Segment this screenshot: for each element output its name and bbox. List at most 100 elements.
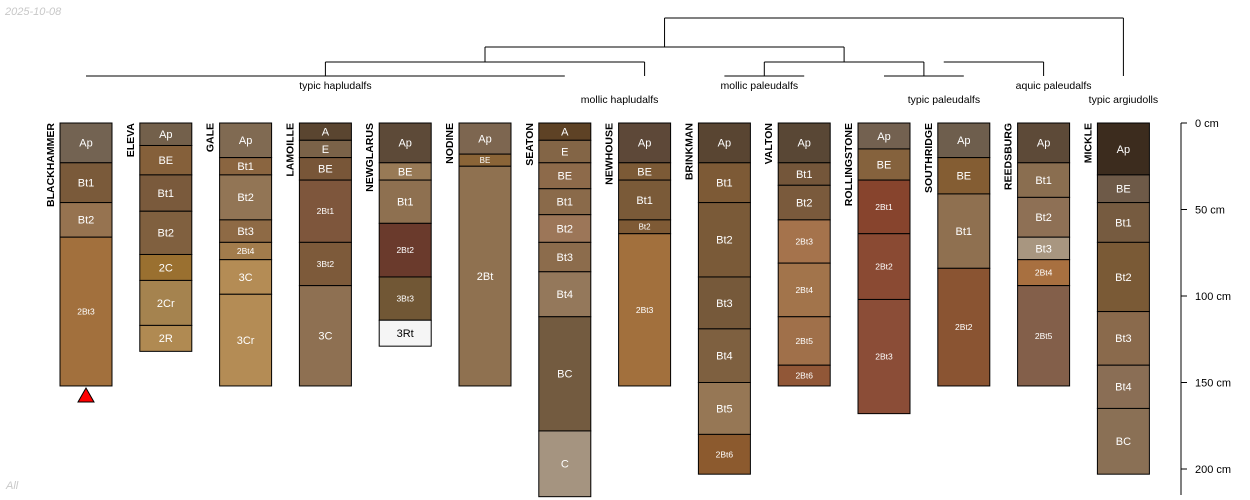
- horizon-2r: [139, 324, 193, 352]
- horizon-label: Bt1: [78, 178, 95, 190]
- horizon-c: [538, 430, 592, 498]
- horizon-2bt3: [857, 298, 911, 415]
- horizon-label: Bt5: [716, 403, 733, 415]
- horizon-label: Ap: [398, 138, 411, 150]
- horizon-2bt: [458, 165, 512, 387]
- horizon-bc: [1096, 407, 1150, 475]
- horizon-label: 2Bt3: [77, 307, 95, 317]
- profile-valton: Ap Bt1 Bt2 2Bt3 2Bt4 2Bt5 2Bt6 VALTON: [763, 122, 831, 387]
- horizon-label: BE: [956, 171, 971, 183]
- horizon-ap: [219, 122, 273, 159]
- profile-lamoille: AE BE 2Bt1 3Bt2 3C LAMOILLE: [284, 122, 352, 387]
- horizon-bt2: [139, 210, 193, 255]
- depth-axis: 0 cm 50 cm 100 cm 150 cm 200 cm: [1180, 118, 1231, 495]
- profile-name: REEDSBURG: [1003, 123, 1015, 190]
- horizon-label: 2Bt1: [875, 202, 893, 212]
- horizon-label: Bt3: [237, 226, 254, 238]
- horizon-label: Bt3: [1115, 333, 1132, 345]
- horizon-be: [857, 148, 911, 181]
- horizon-label: Bt2: [639, 223, 652, 232]
- horizon-2bt5: [1017, 285, 1071, 387]
- horizon-label: Bt1: [796, 169, 813, 181]
- group-label: typic paleudalfs: [908, 94, 980, 106]
- horizon-label: Bt1: [956, 226, 973, 238]
- profile-name: ROLLINGSTONE: [843, 123, 855, 206]
- horizon-label: 2Bt3: [636, 305, 654, 315]
- horizon-3c: [298, 285, 352, 387]
- horizon-label: Bt2: [1115, 272, 1132, 284]
- depth-tick-label: 200 cm: [1195, 464, 1231, 476]
- horizon-label: BE: [877, 159, 892, 171]
- horizon-be: [937, 157, 991, 195]
- horizon-label: Ap: [239, 135, 252, 147]
- profile-name: BLACKHAMMER: [45, 123, 57, 207]
- horizon-label: Bt1: [1035, 175, 1052, 187]
- horizon-bt2: [538, 214, 592, 243]
- horizon-3rt: [378, 319, 432, 347]
- horizon-2bt1: [298, 179, 352, 243]
- horizon-bt2: [697, 202, 751, 278]
- horizon-label: Bt3: [1035, 243, 1052, 255]
- horizon-bt2: [777, 184, 831, 221]
- horizon-ap: [697, 122, 751, 164]
- horizon-2bt3: [618, 233, 672, 387]
- horizon-label: Bt2: [1035, 212, 1052, 224]
- horizon-2bt3: [59, 236, 113, 387]
- horizon-label: 2Bt5: [1035, 331, 1053, 341]
- horizon-label: Ap: [1117, 144, 1130, 156]
- horizon-label: 2Bt4: [1035, 268, 1053, 278]
- horizon-label: Ap: [159, 129, 172, 141]
- horizon-label: 2Bt6: [795, 371, 813, 381]
- profile-nodine: Ap BE 2Bt NODINE: [444, 122, 512, 387]
- profile-reedsburg: Ap Bt1 Bt2 Bt3 2Bt4 2Bt5 REEDSBURG: [1003, 122, 1071, 387]
- horizon-label: 2Bt2: [955, 322, 973, 332]
- profile-rollingstone: Ap BE 2Bt1 2Bt2 2Bt3 ROLLINGSTONE: [843, 122, 911, 415]
- horizon-label: BC: [1116, 436, 1131, 448]
- horizon-label: Bt1: [237, 161, 254, 173]
- horizon-be: [1096, 174, 1150, 204]
- horizon-label: 2Bt5: [795, 336, 813, 346]
- horizon-label: BE: [398, 166, 413, 178]
- horizon-label: C: [561, 459, 569, 471]
- horizon-3c: [219, 259, 273, 295]
- horizon-bt1: [697, 162, 751, 204]
- horizon-label: BE: [480, 156, 491, 165]
- horizon-label: 2Bt4: [237, 246, 255, 256]
- horizon-label: Ap: [718, 138, 731, 150]
- dendrogram: [86, 17, 1124, 77]
- horizon-bt1: [937, 193, 991, 269]
- profile-name: NEWGLARUS: [364, 123, 376, 192]
- horizon-bt4: [538, 271, 592, 318]
- group-label: mollic paleudalfs: [720, 80, 798, 92]
- soil-profiles: Ap Bt1 Bt2 2Bt3 BLACKHAMMER Ap BE Bt1 Bt2 2C 2Cr 2R…: [45, 122, 1150, 498]
- horizon-bt3: [538, 241, 592, 273]
- horizon-label: 2Bt1: [317, 206, 335, 216]
- horizon-label: BE: [318, 164, 333, 176]
- horizon-label: A: [561, 127, 569, 139]
- horizon-ap: [937, 122, 991, 159]
- horizon-2bt2: [937, 267, 991, 387]
- horizon-2bt3: [777, 219, 831, 264]
- profile-newglarus: Ap BE Bt1 2Bt2 3Bt3 3Rt NEWGLARUS: [364, 122, 432, 347]
- profile-seaton: AE BE Bt1 Bt2 Bt3 Bt4 BC C SEATON: [524, 122, 592, 498]
- profile-newhouse: Ap BE Bt1 Bt2 2Bt3 NEWHOUSE: [604, 122, 672, 387]
- horizon-label: 2R: [159, 333, 173, 345]
- horizon-label: 3Bt2: [317, 259, 335, 269]
- horizon-ap: [618, 122, 672, 164]
- horizon-label: Bt1: [158, 188, 175, 200]
- horizon-label: Bt4: [557, 289, 574, 301]
- horizon-label: Bt1: [397, 197, 414, 209]
- horizon-label: 2Cr: [157, 298, 175, 310]
- horizon-bt2: [1017, 196, 1071, 238]
- horizon-bt1: [1096, 202, 1150, 243]
- horizon-label: Bt2: [158, 228, 175, 240]
- horizon-label: E: [322, 144, 329, 156]
- horizon-label: 3Cr: [237, 335, 255, 347]
- horizon-label: 3C: [239, 272, 253, 284]
- horizon-label: 2Bt: [477, 271, 494, 283]
- profile-eleva: Ap BE Bt1 Bt2 2C 2Cr 2R ELEVA: [125, 122, 193, 352]
- horizon-label: Bt3: [557, 252, 574, 264]
- group-label: typic argiudolls: [1089, 94, 1158, 106]
- horizon-label: 3C: [318, 331, 332, 343]
